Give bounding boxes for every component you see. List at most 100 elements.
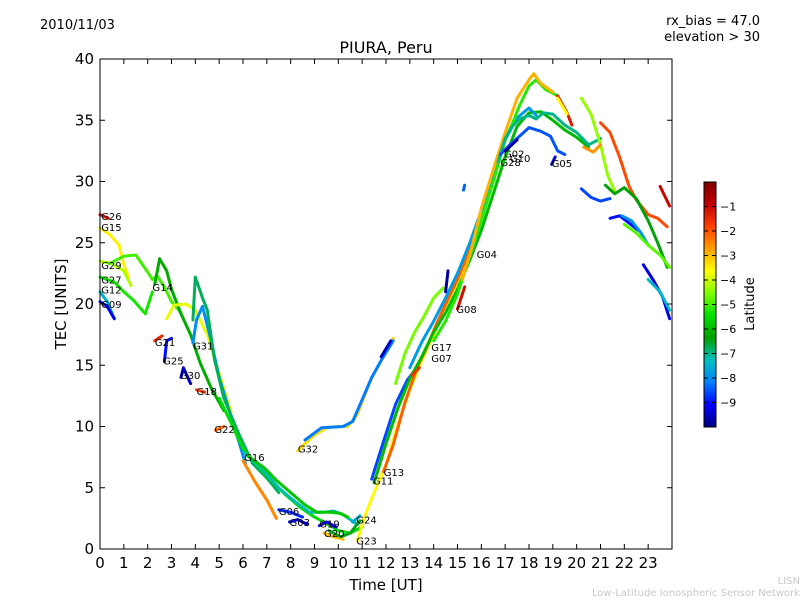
tec-track-14	[195, 388, 207, 394]
satellite-label-g07: G07	[431, 354, 451, 365]
tec-track-8	[153, 334, 164, 343]
y-tick-label: 40	[75, 50, 94, 68]
satellite-label-g04: G04	[477, 250, 497, 261]
y-tick-label: 30	[75, 173, 94, 191]
x-tick-label: 22	[615, 554, 634, 572]
tec-track-15	[214, 425, 226, 432]
tec-track-25	[351, 514, 362, 524]
satellite-label-g02: G02	[504, 149, 524, 160]
satellite-label-g17: G17	[431, 343, 451, 354]
x-tick-label: 7	[262, 554, 272, 572]
tec-track-48	[582, 143, 602, 154]
x-tick-label: 19	[543, 554, 562, 572]
satellite-label-g15: G15	[101, 223, 121, 234]
satellite-label-g18: G18	[197, 387, 217, 398]
satellite-label-g25: G25	[163, 356, 183, 367]
x-tick-label: 16	[472, 554, 491, 572]
satellite-label-g10: G10	[510, 154, 530, 165]
tec-track-27	[303, 339, 395, 442]
tec-tracks	[98, 72, 672, 542]
satellite-label-g24: G24	[356, 516, 376, 527]
tec-track-55	[641, 263, 672, 321]
satellite-label-g27: G27	[101, 276, 121, 287]
tec-track-7	[153, 257, 226, 413]
tec-track-5	[98, 300, 116, 321]
footer-network-name: Low-Latitude Ionospheric Sensor Network	[592, 588, 800, 599]
y-tick-label: 0	[84, 540, 94, 558]
tec-track-39	[460, 72, 555, 281]
y-tick-label: 20	[75, 295, 94, 313]
tec-track-24	[327, 519, 362, 539]
tec-track-51	[579, 187, 612, 203]
y-tick-label: 25	[75, 234, 94, 252]
colorbar-tick-label: −5	[720, 299, 736, 312]
tec-track-20	[277, 508, 305, 519]
tec-track-23	[322, 531, 345, 541]
tec-track-46	[556, 96, 569, 116]
x-tick-label: 0	[95, 554, 105, 572]
x-tick-label: 8	[286, 554, 296, 572]
x-tick-label: 12	[376, 554, 395, 572]
x-tick-label: 6	[238, 554, 248, 572]
colorbar-ticks: −9 −8 −7 −6 −5 −4 −3 −2 −1	[704, 201, 736, 410]
satellite-label-g08: G08	[456, 305, 476, 316]
y-axis-label: TEC [UNITS]	[52, 259, 70, 351]
x-tick-label: 1	[119, 554, 129, 572]
x-tick-label: 17	[496, 554, 515, 572]
tec-track-44	[550, 155, 557, 166]
x-tick-label: 9	[310, 554, 320, 572]
x-tick-label: 18	[519, 554, 538, 572]
tec-track-56	[646, 278, 672, 312]
satellite-label-g23: G23	[356, 536, 376, 547]
tec-track-32	[372, 110, 591, 485]
tec-track-34	[410, 366, 421, 377]
colorbar-tick-label: −6	[720, 323, 736, 336]
colorbar-tick-label: −3	[720, 250, 736, 263]
satellite-label-g03: G03	[289, 518, 309, 529]
rx-bias-label: rx_bias = 47.0	[666, 14, 760, 29]
tec-track-40	[462, 183, 467, 192]
footer-network-abbrev: LISN	[777, 576, 800, 587]
tec-track-21	[288, 518, 309, 526]
satellite-label-g22: G22	[214, 425, 234, 436]
satellite-label-g13: G13	[384, 468, 404, 479]
x-tick-label: 2	[143, 554, 153, 572]
satellite-label-g09: G09	[101, 300, 121, 311]
tec-track-54	[622, 222, 672, 269]
date-label: 2010/11/03	[40, 18, 115, 33]
satellite-label-g31: G31	[193, 342, 213, 353]
colorbar-tick-label: −9	[720, 397, 736, 410]
satellite-label-g26: G26	[101, 212, 121, 223]
tec-track-53	[620, 214, 650, 247]
satellite-label-g32: G32	[298, 445, 318, 456]
tec-track-28	[379, 339, 393, 359]
x-tick-label: 23	[639, 554, 658, 572]
tec-track-2	[98, 259, 133, 288]
satellite-label-g11: G11	[373, 476, 393, 487]
satellite-label-g29: G29	[101, 261, 121, 272]
x-tick-label: 20	[567, 554, 586, 572]
x-tick-label: 15	[448, 554, 467, 572]
colorbar-tick-label: −1	[720, 201, 736, 214]
y-tick-label: 35	[75, 111, 94, 129]
satellite-label-g19: G19	[319, 519, 339, 530]
colorbar-label: Latitude	[743, 277, 758, 331]
tec-track-50	[603, 183, 669, 269]
tec-track-0	[98, 213, 110, 220]
tec-track-9	[162, 336, 173, 364]
x-tick-label: 14	[424, 554, 443, 572]
colorbar-tick-label: −2	[720, 225, 736, 238]
satellite-label-g20: G20	[324, 529, 344, 540]
tec-track-12	[191, 275, 281, 495]
tec-track-18	[241, 459, 278, 520]
colorbar-tick-label: −7	[720, 348, 736, 361]
tec-track-19	[246, 454, 350, 519]
x-tick-label: 21	[591, 554, 610, 572]
y-axis-ticks: 0 5 10 15 20 25 30 35 40	[75, 50, 672, 558]
x-tick-label: 3	[167, 554, 177, 572]
y-tick-label: 5	[84, 479, 94, 497]
x-tick-label: 10	[329, 554, 348, 572]
colorbar-tick-label: −8	[720, 372, 736, 385]
